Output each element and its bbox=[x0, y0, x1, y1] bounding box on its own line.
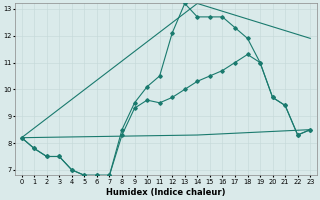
X-axis label: Humidex (Indice chaleur): Humidex (Indice chaleur) bbox=[106, 188, 226, 197]
